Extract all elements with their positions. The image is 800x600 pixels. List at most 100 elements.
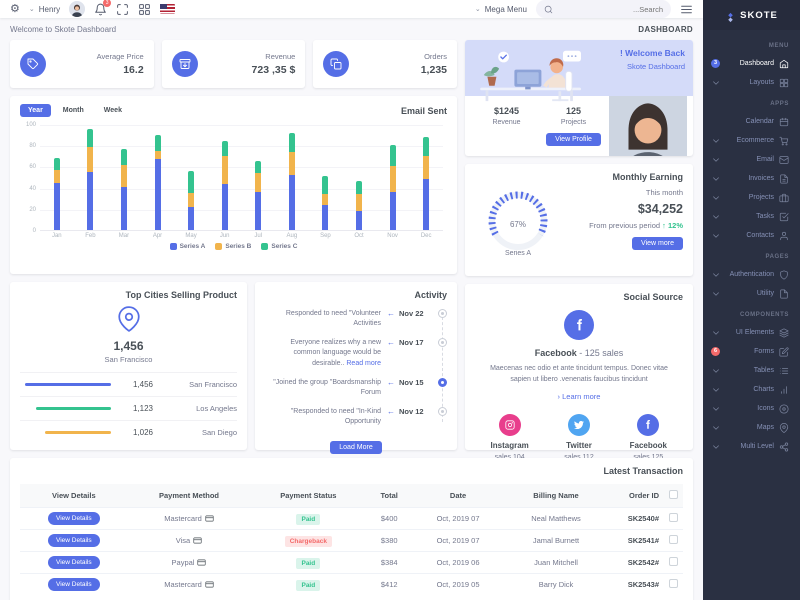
view-more-button[interactable]: View more — [632, 237, 683, 250]
fullscreen-icon[interactable] — [116, 3, 129, 16]
cities-total-value: 1,456 — [113, 339, 144, 353]
stat-value: 16.2 — [123, 64, 144, 76]
row-checkbox[interactable] — [668, 579, 678, 588]
sidebar-menu: MENU 3 Dashboard Layouts APPS Calendar Ecommer… — [703, 30, 800, 466]
social-item-instagram[interactable]: Instagram sales 104 — [475, 414, 544, 461]
bar-segment-series-a — [322, 204, 329, 230]
search-input[interactable] — [557, 4, 663, 14]
bottom-left-row: Top Cities Selling Product 1,456 San Fra… — [10, 282, 457, 455]
mega-menu-button[interactable]: ⌄ Mega Menu — [475, 5, 527, 14]
column-header: Date — [412, 484, 505, 508]
bar-segment-series-c — [87, 129, 94, 148]
city-value: 1,456 — [132, 380, 154, 389]
tab-week[interactable]: Week — [103, 107, 122, 114]
sidebar-item-label: Ecommerce — [736, 137, 774, 144]
legend-swatch — [215, 243, 223, 250]
notifications-bell-icon[interactable]: 3 — [94, 0, 112, 16]
row-checkbox[interactable] — [668, 557, 678, 566]
bar-segment-series-c — [154, 134, 161, 151]
copy-icon — [323, 51, 350, 77]
chevron-down-icon — [711, 423, 721, 433]
sidebar-item-calendar[interactable]: Calendar — [703, 112, 800, 131]
bar-segment-series-b — [154, 150, 161, 159]
sidebar-item-maps[interactable]: Maps — [703, 418, 800, 437]
sidebar-item-ecommerce[interactable]: Ecommerce — [703, 131, 800, 150]
sidebar-item-ui-elements[interactable]: UI Elements — [703, 323, 800, 342]
bar-segment-series-b — [423, 155, 430, 180]
welcome-projects-value: 125 — [565, 106, 582, 116]
bar-segment-series-b — [221, 155, 228, 185]
sidebar-item-tasks[interactable]: Tasks — [703, 207, 800, 226]
bar-segment-series-b — [355, 193, 362, 211]
user-avatar[interactable] — [69, 1, 86, 17]
sidebar-item-email[interactable]: Email — [703, 150, 800, 169]
check-square-icon — [779, 212, 789, 222]
brand-name: SKOTE — [740, 9, 778, 21]
bar-segment-series-c — [355, 181, 362, 194]
sidebar-item-utility[interactable]: Utility — [703, 284, 800, 303]
map-pin-icon — [20, 306, 237, 337]
x-axis-label: Jul — [254, 233, 263, 239]
sidebar-item-icons[interactable]: Icons — [703, 399, 800, 418]
brand[interactable]: SKOTE — [703, 0, 800, 30]
sidebar-item-invoices[interactable]: Invoices — [703, 169, 800, 188]
bar-segment-series-a — [53, 183, 60, 230]
sidebar-item-multi-level[interactable]: Multi Level — [703, 437, 800, 456]
tab-month[interactable]: Month — [62, 107, 84, 114]
chevron-down-icon — [711, 270, 721, 280]
sidebar-item-tables[interactable]: Tables — [703, 361, 800, 380]
social-item-twitter[interactable]: Twitter sales 112 — [544, 414, 613, 461]
view-details-button[interactable]: View Details — [47, 556, 100, 569]
sidebar-item-forms[interactable]: 6 Forms — [703, 342, 800, 361]
row-checkbox[interactable] — [668, 535, 678, 544]
tag-icon — [20, 51, 46, 77]
view-details-button[interactable]: View Details — [47, 512, 100, 525]
learn-more-link[interactable]: › Learn more — [557, 392, 601, 401]
bar-segment-series-a — [154, 158, 161, 230]
order-id-cell: SK2542# — [608, 551, 663, 574]
table-row: View Details Paypal Paid $384 Oct, 2019 06 Ju… — [20, 551, 683, 574]
view-details-button[interactable]: View Details — [47, 534, 100, 547]
hamburger-menu-icon[interactable] — [680, 3, 693, 16]
sidebar-item-label: Contacts — [746, 232, 774, 239]
sidebar-item-contacts[interactable]: Contacts — [703, 226, 800, 245]
bar-nov — [376, 145, 410, 230]
sidebar-item-dashboard[interactable]: 3 Dashboard — [703, 54, 800, 73]
sidebar-item-charts[interactable]: Charts — [703, 380, 800, 399]
bar-segment-series-b — [53, 169, 60, 184]
stat-label: Revenue — [265, 52, 296, 61]
billing-name-cell: Barry Dick — [504, 573, 608, 595]
radial-gauge-chart: 67% Series A — [475, 186, 561, 257]
select-all-checkbox[interactable] — [668, 490, 678, 499]
bar-feb — [74, 129, 108, 230]
y-axis-tick: 40 — [29, 185, 36, 192]
language-flag-icon[interactable] — [160, 4, 176, 14]
chevron-down-icon — [711, 328, 721, 338]
row-checkbox[interactable] — [668, 513, 678, 522]
sidebar-item-authentication[interactable]: Authentication — [703, 265, 800, 284]
sidebar-item-projects[interactable]: Projects — [703, 188, 800, 207]
view-details-button[interactable]: View Details — [47, 578, 100, 591]
tab-year[interactable]: Year — [20, 104, 51, 117]
apps-grid-icon[interactable] — [138, 3, 151, 16]
monthly-amount: $34,252 — [637, 202, 683, 216]
view-profile-button[interactable]: View Profile — [546, 133, 601, 146]
bar-segment-series-a — [355, 210, 362, 230]
chevron-down-icon — [711, 212, 721, 222]
chevron-down-icon — [711, 442, 721, 452]
bar-segment-series-a — [221, 184, 228, 230]
settings-gear-icon[interactable]: ⚙ — [10, 2, 20, 15]
content: Average Price 16.2 Revenue 723 ,35 $ Orders 1… — [0, 40, 703, 600]
social-item-facebook[interactable]: Facebook sales 125 — [614, 414, 683, 461]
cities-table: 1,456 San Francisco 1,123 Los Angeles 1,026 S… — [20, 372, 237, 444]
read-more-link[interactable]: Read more — [344, 359, 381, 367]
sidebar-item-layouts[interactable]: Layouts — [703, 73, 800, 92]
monthly-compare-text: From previous period — [589, 221, 661, 230]
load-more-button[interactable]: Load More — [330, 441, 382, 455]
user-name: Henry — [38, 4, 61, 14]
sidebar-item-label: Projects — [748, 194, 774, 201]
user-menu[interactable]: ⌄ Henry — [29, 5, 60, 14]
file-icon — [779, 288, 789, 299]
social-items-row: Instagramsales 104Twittersales 112Facebo… — [475, 414, 683, 461]
bar-segment-series-a — [120, 186, 127, 230]
